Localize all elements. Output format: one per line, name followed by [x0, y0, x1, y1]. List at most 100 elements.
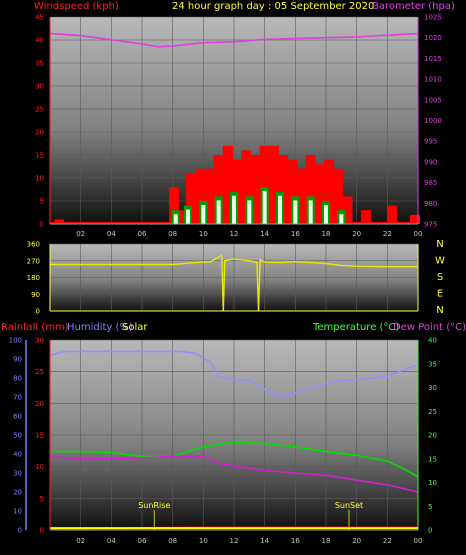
temp-x-tick-label: 00 — [414, 537, 423, 545]
temp-x-tick-label: 20 — [352, 537, 361, 545]
gust-bar-highlight — [232, 195, 236, 224]
wind-tick-label: 15 — [35, 152, 44, 160]
humidity-axis-label: Humidity (%) — [67, 322, 133, 333]
compass-label: E — [437, 289, 443, 300]
direction-tick-label: 270 — [27, 257, 40, 265]
wind-x-tick-label: 18 — [322, 230, 331, 238]
rain-tick-label: 20 — [35, 400, 44, 408]
wind-bar — [296, 168, 307, 224]
wind-tick-label: 30 — [35, 83, 44, 91]
gust-bar-highlight — [173, 214, 178, 224]
rainfall-axis-label: Rainfall (mm) — [1, 322, 69, 333]
wind-tick-label: 45 — [35, 14, 44, 22]
chart-title: 24 hour graph day : 05 September 2020 — [172, 1, 375, 12]
direction-line — [50, 253, 418, 312]
wind-tick-label: 40 — [35, 37, 44, 45]
wind-bar — [169, 187, 180, 224]
baro-tick-label: 1000 — [424, 117, 442, 125]
wind-x-tick-label: 00 — [414, 230, 423, 238]
wind-x-tick-label: 10 — [199, 230, 208, 238]
temp-x-tick-label: 16 — [291, 537, 300, 545]
temp-tick-label: 25 — [428, 408, 437, 416]
wind-tick-label: 10 — [35, 175, 44, 183]
temperature-line — [50, 441, 419, 478]
temp-x-tick-label: 02 — [76, 537, 85, 545]
gust-bar-highlight — [324, 205, 328, 224]
gust-bar-highlight — [186, 209, 190, 224]
gust-bar-highlight — [216, 200, 221, 224]
wind-tick-label: 5 — [40, 198, 44, 206]
wind-x-tick-label: 06 — [138, 230, 147, 238]
wind-x-tick-label: 16 — [291, 230, 300, 238]
gust-bar-highlight — [262, 191, 267, 224]
dewpoint-line — [49, 455, 419, 493]
temp-tick-label: 0 — [428, 527, 432, 535]
gust-bar-highlight — [308, 200, 313, 224]
wind-x-tick-label: 04 — [107, 230, 116, 238]
humidity-tick-label: 0 — [18, 527, 22, 535]
temp-tick-label: 30 — [428, 384, 437, 392]
temp-x-tick-label: 08 — [168, 537, 177, 545]
temp-tick-label: 10 — [428, 479, 437, 487]
barometer-axis-label: Barometer (hpa) — [372, 1, 455, 12]
rain-tick-label: 15 — [35, 432, 44, 440]
humidity-tick-label: 90 — [13, 356, 22, 364]
wind-bar — [278, 155, 289, 224]
compass-label: N — [436, 305, 443, 316]
baro-tick-label: 995 — [424, 138, 437, 146]
wind-tick-label: 25 — [35, 106, 44, 114]
baro-tick-label: 1010 — [424, 76, 442, 84]
wind-bar — [287, 159, 298, 224]
temperature-axis-label: Temperature (°C) — [313, 322, 400, 333]
rain-tick-label: 0 — [40, 527, 44, 535]
compass-label: N — [436, 239, 443, 250]
wind-bar — [186, 173, 197, 224]
wind-bar — [195, 168, 206, 224]
wind-bar — [222, 145, 233, 224]
rain-tick-label: 5 — [40, 495, 44, 503]
dewpoint-axis-label: Dew Point (°C) — [393, 322, 466, 333]
rain-tick-label: 25 — [35, 368, 44, 376]
wind-bar — [250, 155, 261, 224]
wind-bar — [314, 164, 325, 224]
solar-axis-label: Solar — [122, 322, 148, 333]
compass-label: S — [437, 272, 443, 283]
wind-bar — [204, 168, 215, 224]
wind-x-tick-label: 12 — [230, 230, 239, 238]
temp-tick-label: 15 — [428, 455, 437, 463]
wind-bar — [386, 205, 397, 224]
wind-x-tick-label: 14 — [260, 230, 269, 238]
wind-bar — [54, 219, 65, 224]
wind-x-tick-label: 22 — [383, 230, 392, 238]
humidity-tick-label: 40 — [13, 451, 22, 459]
gust-bar-highlight — [278, 195, 282, 224]
wind-bar — [360, 210, 371, 224]
wind-bar — [241, 150, 252, 224]
wind-axis-label: Windspeed (kph) — [34, 1, 119, 12]
baro-tick-label: 1015 — [424, 55, 442, 63]
humidity-tick-label: 70 — [13, 394, 22, 402]
baro-tick-label: 1005 — [424, 96, 442, 104]
wind-bar — [176, 210, 187, 224]
barometer-line — [49, 32, 419, 48]
baro-tick-label: 1025 — [424, 14, 442, 22]
humidity-tick-label: 60 — [13, 413, 22, 421]
humidity-tick-label: 30 — [13, 470, 22, 478]
baro-tick-label: 975 — [424, 221, 437, 229]
baro-tick-label: 985 — [424, 179, 437, 187]
humidity-tick-label: 10 — [13, 508, 22, 516]
baro-tick-label: 990 — [424, 158, 437, 166]
baro-tick-label: 1020 — [424, 34, 442, 42]
direction-tick-label: 0 — [36, 308, 40, 316]
humidity-tick-label: 50 — [13, 432, 22, 440]
temp-x-tick-label: 14 — [260, 537, 269, 545]
humidity-tick-label: 80 — [13, 375, 22, 383]
humidity-line — [49, 350, 419, 398]
sun-annotation-label: SunSet — [335, 501, 363, 510]
temp-x-tick-label: 22 — [383, 537, 392, 545]
temp-x-tick-label: 04 — [107, 537, 116, 545]
wind-bar — [305, 155, 316, 224]
temp-tick-label: 35 — [428, 360, 437, 368]
temp-x-tick-label: 12 — [230, 537, 239, 545]
